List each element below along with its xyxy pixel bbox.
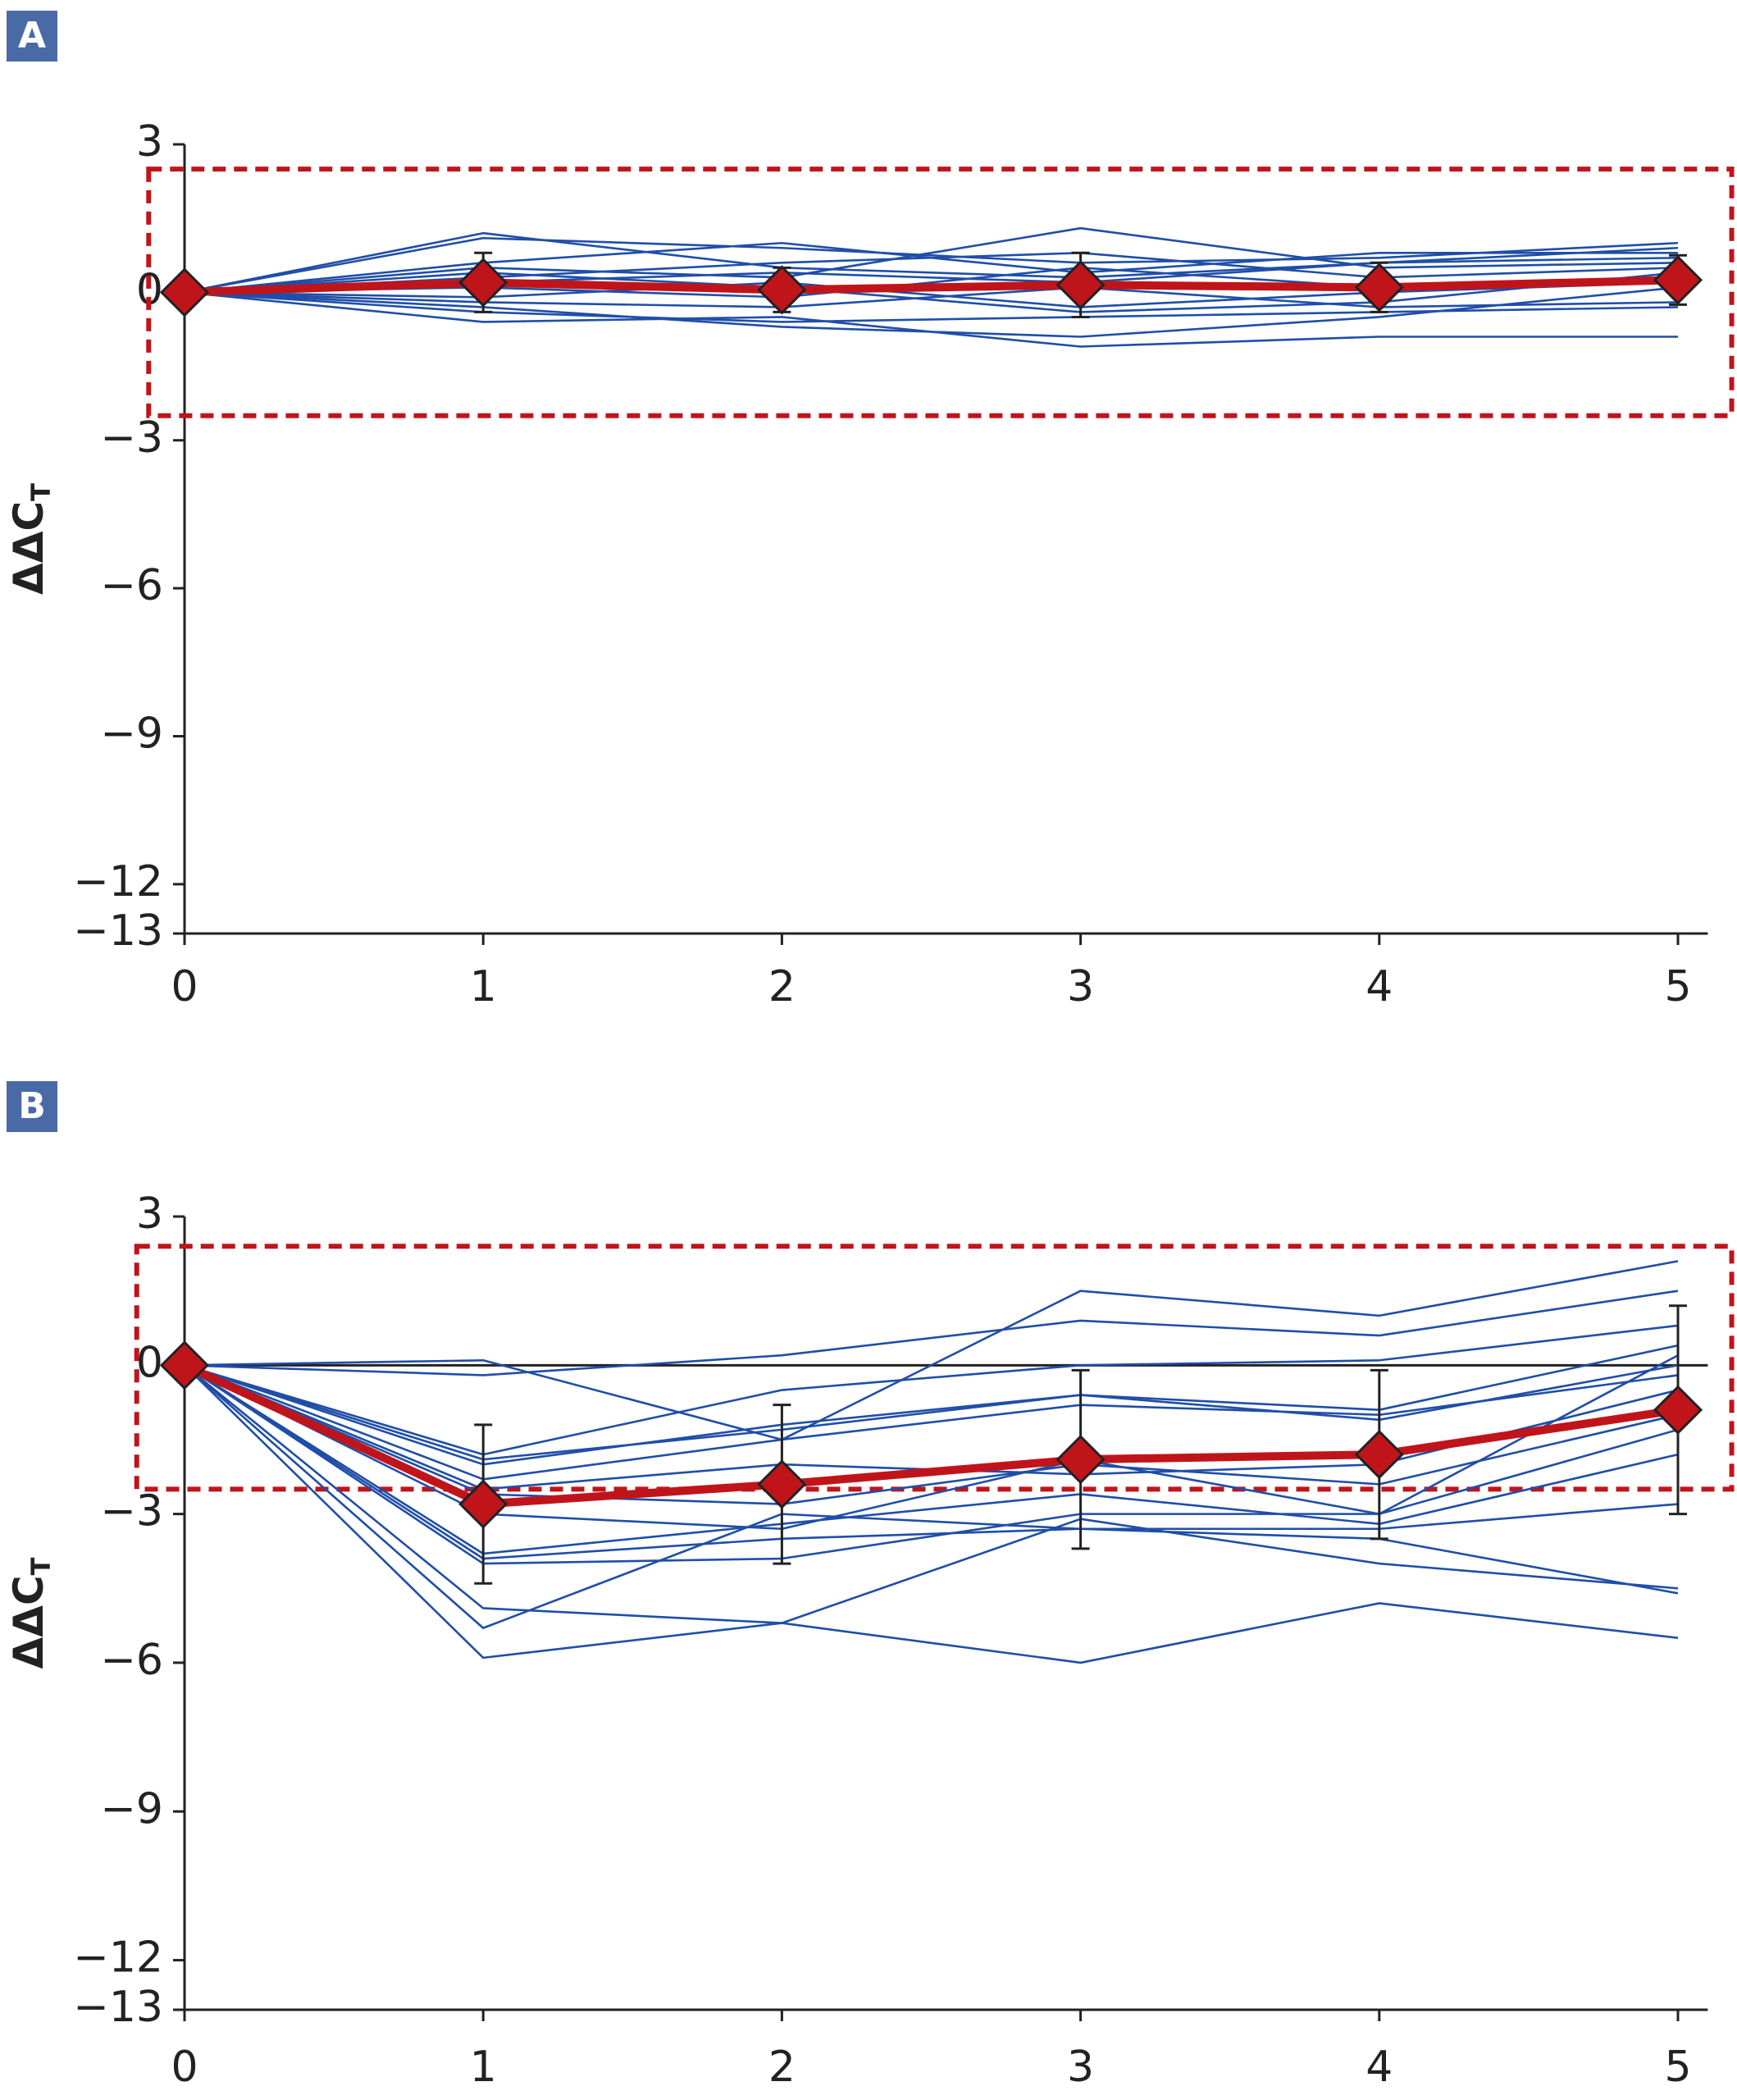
mean-line <box>182 1361 1679 1509</box>
mean-marker <box>757 265 807 315</box>
x-tick-label: 0 <box>171 2043 198 2092</box>
threshold-box <box>146 167 1735 418</box>
sample-line <box>184 1354 1679 1565</box>
mean-marker <box>1653 255 1703 305</box>
x-tick-label: 1 <box>470 962 497 1011</box>
sample-line <box>184 1344 1679 1466</box>
sample-line <box>184 236 1679 294</box>
mean-marker <box>757 1459 807 1509</box>
y-axis-label: ΔΔCT <box>5 483 57 595</box>
y-axis-label: ΔΔCT <box>5 1557 57 1669</box>
y-tick-label: −13 <box>73 1983 163 2032</box>
y-axis-label-sub: T <box>25 1557 57 1575</box>
y-tick-label: −12 <box>73 1933 163 1983</box>
mean-marker <box>458 1479 508 1529</box>
mean-marker <box>1055 1435 1106 1485</box>
sample-line <box>184 286 1679 308</box>
panel-label: B <box>18 1085 46 1127</box>
sample-line <box>184 1260 1679 1441</box>
x-tick-label: 4 <box>1365 962 1393 1011</box>
mean-marker <box>1055 260 1106 310</box>
sample-line <box>184 1364 1679 1664</box>
mean-marker <box>458 258 508 308</box>
y-tick-label: 3 <box>136 1189 163 1239</box>
sample-line <box>184 1364 1679 1505</box>
y-tick-label: −3 <box>100 1487 163 1536</box>
panel-badge <box>7 1081 57 1132</box>
sample-line <box>184 272 1679 313</box>
sample-line <box>184 286 1679 338</box>
x-tick-label: 2 <box>768 2043 796 2092</box>
mean-marker <box>1354 1429 1404 1480</box>
y-tick-label: −13 <box>73 906 163 956</box>
sample-line <box>184 1364 1679 1555</box>
y-tick-label: 0 <box>136 1338 163 1387</box>
y-tick-label: −3 <box>100 413 163 463</box>
y-axis-label-main: ΔΔC <box>5 1575 52 1669</box>
mean-marker <box>1653 1385 1703 1435</box>
y-tick-label: 3 <box>136 117 163 167</box>
x-tick-label: 5 <box>1664 962 1691 1011</box>
sample-line <box>184 226 1679 294</box>
y-tick-label: −9 <box>100 1784 163 1833</box>
x-tick-label: 4 <box>1365 2043 1393 2092</box>
sample-line <box>184 281 1679 308</box>
y-axis-label-main: ΔΔC <box>5 501 52 595</box>
mean-marker <box>1354 262 1404 313</box>
sample-line <box>184 1290 1679 1376</box>
y-tick-label: −12 <box>73 857 163 906</box>
sample-line <box>184 1364 1679 1531</box>
mean-line <box>184 276 1679 297</box>
sample-line <box>184 1364 1679 1461</box>
sample-line <box>184 1364 1679 1560</box>
mean-marker <box>159 1340 210 1390</box>
x-tick-label: 1 <box>470 2043 497 2092</box>
y-tick-label: −9 <box>100 710 163 759</box>
sample-line <box>184 1364 1679 1629</box>
threshold-box <box>134 1244 1735 1492</box>
x-tick-label: 5 <box>1664 2043 1691 2092</box>
sample-line <box>184 1324 1679 1456</box>
sample-line <box>184 1364 1679 1624</box>
panel-badge <box>7 11 57 62</box>
sample-line <box>184 1364 1679 1481</box>
x-tick-label: 3 <box>1067 2043 1094 2092</box>
x-tick-label: 3 <box>1067 962 1094 1011</box>
x-tick-label: 0 <box>171 962 198 1011</box>
sample-line <box>184 251 1679 294</box>
mean-marker <box>159 267 210 317</box>
y-axis-label-sub: T <box>25 483 57 501</box>
sample-line <box>184 231 1679 294</box>
y-tick-label: −6 <box>100 1636 163 1685</box>
x-tick-label: 2 <box>768 962 796 1011</box>
y-tick-label: −6 <box>100 561 163 610</box>
panel-label: A <box>18 15 46 57</box>
